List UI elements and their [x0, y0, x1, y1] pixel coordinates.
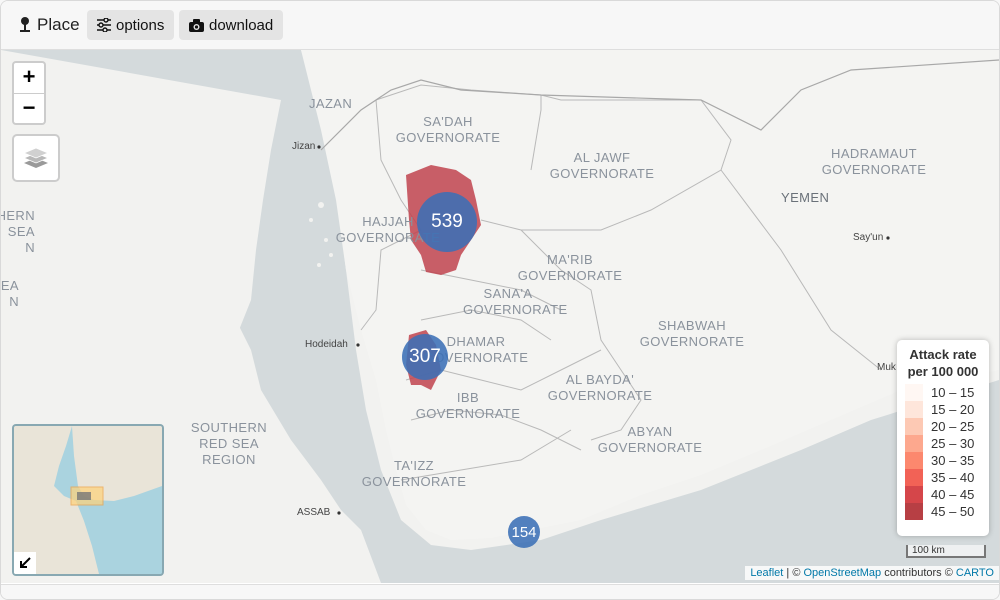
attribution: Leaflet | © OpenStreetMap contributors ©…	[745, 566, 999, 580]
legend-item: 40 – 45	[905, 486, 989, 503]
label-sanaa: SANA'A GOVERNORATE	[463, 286, 568, 317]
legend-item: 10 – 15	[905, 384, 989, 401]
legend: Attack rate per 100 000 10 – 15 15 – 20 20…	[897, 340, 989, 536]
legend-item: 30 – 35	[905, 452, 989, 469]
label-sadah: SA'DAH GOVERNORATE	[395, 114, 501, 145]
legend-title-line1: Attack rate	[909, 347, 977, 362]
city-hodeidah: Hodeidah	[305, 339, 348, 350]
minimap-toggle-button[interactable]	[14, 552, 36, 574]
label-left-edge-2: EA N	[1, 278, 19, 309]
place-label: Place	[37, 15, 80, 34]
layers-icon	[23, 147, 49, 168]
legend-range: 35 – 40	[931, 470, 975, 485]
legend-item: 45 – 50	[905, 503, 989, 520]
label-ibb: IBB GOVERNORATE	[415, 390, 521, 421]
legend-swatch	[905, 486, 923, 503]
legend-range: 45 – 50	[931, 504, 975, 519]
country-border	[320, 59, 999, 151]
options-button[interactable]: options	[87, 10, 175, 40]
arrow-down-left-icon	[20, 557, 31, 568]
legend-range: 30 – 35	[931, 453, 975, 468]
legend-swatch	[905, 418, 923, 435]
label-taizz: TA'IZZ GOVERNORATE	[361, 458, 467, 489]
arabia-land	[301, 50, 999, 540]
label-left-edge-1: HERN SEA N	[1, 208, 35, 255]
legend-swatch	[905, 384, 923, 401]
label-hajjah: HAJJAH GOVERNORATE	[335, 214, 441, 245]
download-button[interactable]: download	[179, 10, 284, 40]
label-dhamar: DHAMAR GOVERNORATE	[423, 334, 529, 365]
legend-range: 25 – 30	[931, 436, 975, 451]
legend-range: 20 – 25	[931, 419, 975, 434]
cluster-marker[interactable]: 539	[417, 192, 477, 252]
city-mukalla: Muk	[877, 362, 896, 373]
attribution-sep: | ©	[783, 567, 804, 579]
islands	[309, 202, 333, 267]
camera-icon	[189, 18, 204, 32]
label-hadramaut: HADRAMAUT GOVERNORATE	[821, 146, 927, 177]
osm-link[interactable]: OpenStreetMap	[803, 567, 882, 579]
legend-rows: 10 – 15 15 – 20 20 – 25 25 – 30 30 – 35 35 – …	[897, 384, 989, 520]
scale-bar: 100 km	[906, 545, 986, 558]
legend-item: 15 – 20	[905, 401, 989, 418]
zoom-control: + −	[12, 61, 46, 125]
label-jazan: JAZAN	[309, 96, 353, 111]
legend-swatch	[905, 435, 923, 452]
legend-title-line2: per 100 000	[907, 364, 979, 379]
attribution-mid: contributors ©	[881, 567, 956, 579]
minimap[interactable]	[12, 424, 164, 576]
legend-range: 10 – 15	[931, 385, 975, 400]
sliders-icon	[97, 18, 111, 32]
download-label: download	[209, 16, 274, 34]
minimap-graphic	[14, 426, 162, 574]
legend-range: 15 – 20	[931, 402, 975, 417]
legend-item: 20 – 25	[905, 418, 989, 435]
footer-strip	[1, 584, 999, 599]
cluster-marker[interactable]: 154	[508, 516, 540, 548]
legend-swatch	[905, 452, 923, 469]
layers-button[interactable]	[12, 134, 60, 182]
leaflet-link[interactable]: Leaflet	[750, 567, 784, 579]
legend-item: 35 – 40	[905, 469, 989, 486]
city-assab: ASSAB	[297, 507, 331, 518]
label-abyan: ABYAN GOVERNORATE	[597, 424, 703, 455]
cluster-marker[interactable]: 307	[402, 334, 448, 380]
legend-swatch	[905, 401, 923, 418]
zoom-out-button[interactable]: −	[22, 95, 36, 120]
label-marib: MA'RIB GOVERNORATE	[517, 252, 623, 283]
gulf-of-aden	[421, 390, 999, 583]
governorate-borders	[360, 84, 882, 481]
label-al-jawf: AL JAWF GOVERNORATE	[549, 150, 655, 181]
label-shabwah: SHABWAH GOVERNORATE	[639, 318, 745, 349]
legend-swatch	[905, 469, 923, 486]
map-view[interactable]: JAZAN SA'DAH GOVERNORATE AL JAWF GOVERNO…	[1, 50, 999, 583]
city-dots	[317, 145, 890, 515]
city-sayun: Say'un	[853, 232, 884, 243]
zoom-in-button[interactable]: +	[14, 63, 44, 94]
label-al-bayda: AL BAYDA' GOVERNORATE	[547, 372, 653, 403]
options-label: options	[116, 16, 165, 34]
legend-swatch	[905, 503, 923, 520]
city-jizan: Jizan	[292, 141, 316, 152]
legend-item: 25 – 30	[905, 435, 989, 452]
label-southern-red-sea: SOUTHERN RED SEA REGION	[190, 420, 268, 467]
legend-range: 40 – 45	[931, 487, 975, 502]
label-yemen: YEMEN	[781, 190, 830, 205]
carto-link[interactable]: CARTO	[955, 567, 994, 579]
pin-icon	[20, 17, 30, 32]
toolbar: Place options download	[1, 1, 999, 50]
place-control[interactable]: Place	[19, 15, 80, 35]
